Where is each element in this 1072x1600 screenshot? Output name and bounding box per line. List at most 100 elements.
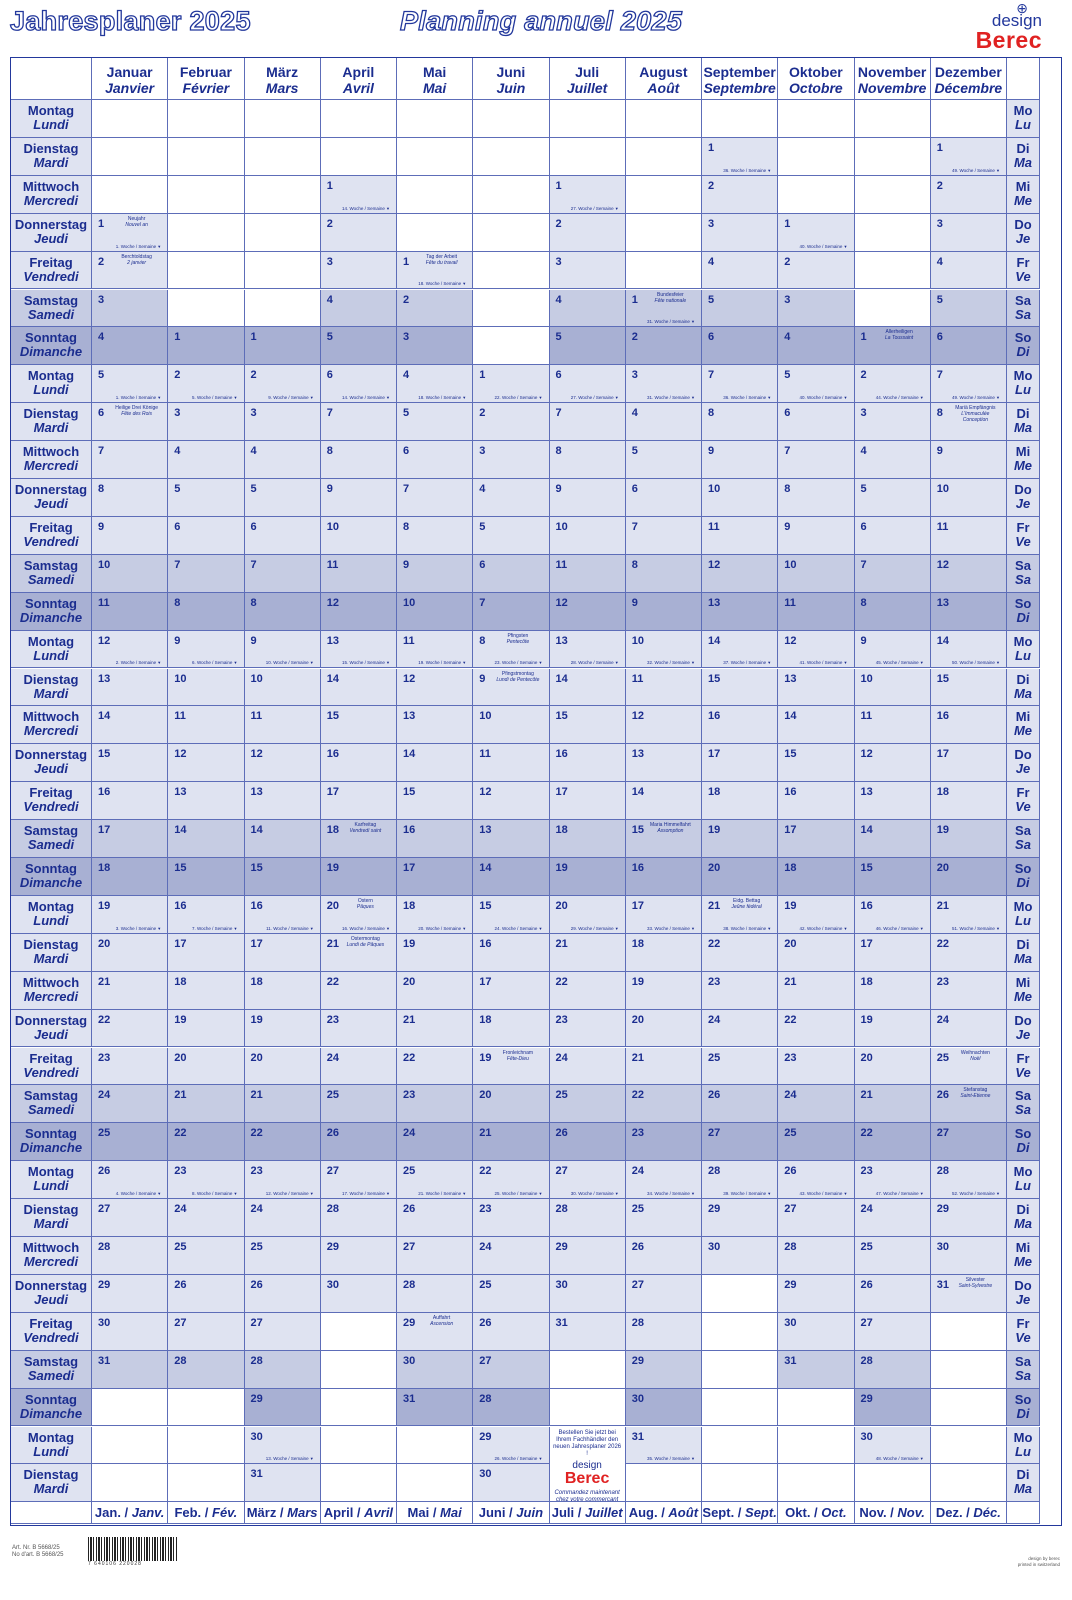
weekday-label: Donnerstag Jeudi: [11, 213, 92, 252]
day-number: 26: [631, 1241, 644, 1253]
day-cell: 31 35. Woche / Semaine: [625, 1426, 702, 1465]
day-cell: 14: [549, 668, 626, 707]
day-number: 2: [98, 255, 105, 268]
weekday-name-fr: Dimanche: [19, 875, 83, 890]
week-number: 1. Woche / Semaine: [116, 395, 162, 400]
empty-cell: [854, 175, 931, 214]
day-cell: 2: [473, 403, 550, 442]
day-number: 16: [98, 786, 111, 799]
day-number: 3: [403, 331, 410, 344]
holiday-name-fr: Fête du travail: [425, 259, 458, 266]
day-number: 1: [555, 179, 562, 192]
month-header: Dezember Décembre: [930, 58, 1007, 100]
empty-cell: [702, 100, 779, 138]
day-number: 10: [250, 672, 263, 685]
weekday-name-fr: Vendredi: [23, 799, 79, 815]
day-cell: 30: [92, 1312, 169, 1351]
day-number: 23: [555, 1013, 568, 1026]
month-name-fr: Mai: [422, 80, 447, 96]
day-number: 24: [174, 1203, 187, 1216]
weekday-short-de: Fr: [1016, 519, 1030, 535]
day-number: 1: [250, 331, 257, 344]
day-cell: 16 46. Woche / Semaine: [854, 895, 931, 934]
month-short-fr: Janv.: [131, 1505, 165, 1521]
day-number: 22: [860, 1127, 873, 1140]
day-number: 30: [784, 1316, 797, 1329]
day-cell: 26: [625, 1237, 702, 1275]
day-number: 22: [98, 1013, 111, 1026]
holiday-name-fr: Lundi de Pentecôte: [496, 676, 540, 683]
week-number: 24. Woche / Semaine: [494, 926, 542, 931]
day-cell: 5: [244, 479, 321, 517]
day-cell: 19: [320, 858, 397, 896]
day-cell: 18 Karfreitag Vendredi saint: [320, 820, 397, 858]
day-number: 23: [784, 1051, 797, 1064]
day-number: 15: [403, 786, 416, 799]
day-cell: 28: [168, 1350, 245, 1389]
day-cell: 8: [244, 592, 321, 631]
day-cell: 15: [168, 858, 245, 896]
weekday-short-fr: Ma: [1013, 950, 1033, 966]
barcode: [88, 1537, 178, 1561]
empty-cell: [549, 100, 626, 138]
day-number: 7: [784, 445, 791, 458]
day-number: 16: [631, 862, 644, 874]
day-cell: 2: [320, 213, 397, 252]
holiday-label: Bundesfeier Fête nationale: [644, 292, 697, 304]
day-number: 29: [403, 1316, 416, 1329]
empty-cell: [778, 1426, 855, 1465]
day-cell: 7 36. Woche / Semaine: [702, 365, 779, 404]
day-number: 10: [403, 596, 416, 609]
day-cell: 18: [854, 971, 931, 1010]
day-cell: 16: [778, 782, 855, 821]
day-cell: 16: [397, 820, 474, 858]
day-cell: 19: [549, 858, 626, 896]
day-number: 9: [98, 520, 105, 533]
day-cell: 2 5. Woche / Semaine: [168, 365, 245, 404]
day-number: 12: [403, 672, 416, 685]
day-number: 11: [403, 634, 415, 647]
weekday-short-fr: Di: [1016, 875, 1030, 890]
week-number: 6. Woche / Semaine: [192, 660, 238, 665]
day-number: 28: [708, 1165, 721, 1178]
month-footer: Dez. / Déc.: [930, 1502, 1007, 1524]
day-number: 7: [936, 369, 943, 382]
day-number: 18: [555, 824, 568, 837]
weekday-short-label: Fr Ve: [1007, 516, 1040, 555]
empty-cell: [702, 1350, 779, 1389]
day-number: 24: [555, 1051, 568, 1064]
day-number: 25: [174, 1241, 187, 1253]
weekday-short-de: Mo: [1013, 1429, 1033, 1445]
day-cell: 23: [702, 971, 779, 1010]
week-number: 8. Woche / Semaine: [192, 1191, 238, 1196]
day-cell: 20: [92, 933, 169, 972]
weekday-name-de: Samstag: [23, 1088, 79, 1104]
day-number: 24: [250, 1203, 263, 1216]
day-number: 25: [250, 1241, 263, 1253]
day-number: 18: [631, 937, 644, 950]
day-cell: 18: [473, 1009, 550, 1048]
day-number: 3: [250, 407, 257, 420]
day-number: 16: [326, 748, 339, 761]
day-number: 19: [326, 862, 339, 874]
day-number: 11: [98, 596, 110, 609]
weekday-label: Sonntag Dimanche: [11, 858, 92, 896]
empty-cell: [778, 175, 855, 214]
day-cell: 30: [702, 1237, 779, 1275]
weekday-name-fr: Vendredi: [23, 268, 79, 284]
day-cell: 16 11. Woche / Semaine: [244, 895, 321, 934]
day-cell: 24: [473, 1237, 550, 1275]
month-short-fr: Août: [668, 1505, 699, 1521]
day-number: 4: [708, 255, 715, 268]
empty-cell: [930, 1350, 1007, 1389]
weekday-short-de: Di: [1016, 406, 1030, 422]
weekday-name-de: Montag: [27, 633, 75, 649]
week-number: 44. Woche / Semaine: [876, 395, 924, 400]
empty-cell: [702, 1388, 779, 1427]
day-cell: 2: [625, 327, 702, 366]
day-number: 8: [98, 483, 105, 495]
day-cell: 21: [244, 1085, 321, 1124]
weekday-name-de: Freitag: [29, 1050, 73, 1066]
day-number: 26: [784, 1165, 797, 1178]
day-cell: 31: [244, 1464, 321, 1503]
